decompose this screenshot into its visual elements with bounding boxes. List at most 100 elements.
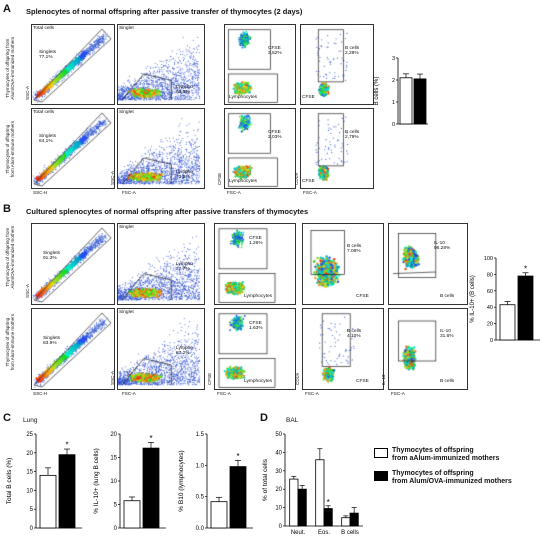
gate-cfse-axis: CFSE [302, 179, 315, 184]
flow-a-r2-singlets [31, 108, 115, 189]
gate-cfse-axis: CFSE [302, 95, 315, 100]
y-tick-label: 40 [487, 305, 493, 311]
axis-ssc-a: SSC-A [25, 283, 30, 298]
flow-density-canvas [303, 309, 383, 389]
flow-a-r1-bcells [300, 24, 374, 105]
legend-item-white: Thymocytes of offspring from aAlum-immuni… [374, 447, 512, 464]
axis-cfse: CFSE [207, 372, 212, 385]
bar [349, 512, 359, 527]
significance-star: * [236, 452, 239, 461]
gate-lympho: Lympho 87.2% [176, 346, 193, 357]
y-tick-label: 0 [114, 526, 118, 532]
bar [142, 447, 160, 529]
flow-b-r1-bcells [302, 223, 384, 305]
gate-lympho: Lympho 63,6% [176, 85, 193, 96]
chart-c-b10: 0.0 0.5 1.0 1.5 % B10 (lymphocytes) * [178, 432, 253, 532]
significance-star: * [65, 441, 68, 450]
legend: Thymocytes of offspring from aAlum-immuni… [374, 447, 512, 487]
chart-d-bal: 0 10 20 30 40 50 % of total cells Neut. * Eos. B c… [262, 432, 363, 536]
y-tick-label: 0.5 [196, 495, 205, 501]
significance-star: * [524, 264, 527, 273]
axis-il10: IL-10 [381, 374, 386, 385]
flow-density-canvas [32, 109, 114, 188]
bar [413, 78, 427, 125]
bar [289, 478, 299, 527]
gate-cfse: CFSE 3,52% [268, 46, 282, 57]
flow-density-canvas [389, 224, 467, 304]
gate-singlets: Singlets 84,1% [39, 134, 57, 145]
y-tick-label: 0 [279, 524, 283, 530]
axis-cd19: CD19 [295, 373, 300, 385]
flow-density-canvas [215, 309, 295, 389]
bar [229, 466, 247, 529]
flow-b-r1-il10 [388, 223, 468, 305]
gate-total-cells: Total cells [33, 110, 55, 115]
y-tick-label: 100 [484, 256, 493, 262]
y-tick-label: 0 [30, 526, 34, 532]
panel-a-letter: A [3, 3, 11, 15]
panel-d-letter: D [260, 412, 268, 424]
gate-lymphocytes: Lymphocytes [244, 294, 273, 299]
axis-fsc-a: FSC-A [305, 391, 319, 396]
bar [58, 454, 76, 529]
flow-density-canvas [32, 25, 114, 104]
y-tick-label: 10 [26, 488, 33, 494]
flow-density-canvas [32, 224, 114, 304]
y-tick-label: 60 [487, 289, 493, 295]
flow-density-canvas [301, 109, 373, 188]
chart-c-total-b-cells: 0 5 10 15 20 25 Total B cells (%) * [6, 432, 82, 532]
gate-lymphocytes: Lymphocytes [229, 179, 258, 184]
bar [323, 508, 333, 527]
y-tick-label: 80 [487, 272, 493, 278]
gate-cfse-axis: CFSE [356, 379, 369, 384]
chart-a-b-cells: 0 1 2 3 B cells (%) [374, 56, 428, 128]
y-tick-label: 5 [114, 503, 118, 509]
panel-d-subtitle: BAL [286, 417, 299, 424]
axis-fsc-a: FSC-A [122, 190, 136, 195]
bar [341, 517, 351, 527]
y-tick-label: 40 [275, 450, 282, 456]
panel-b-row1-label: Thymocytes of offspring from Alum/OVA-imm… [4, 225, 15, 289]
flow-a-r2-bcells [300, 108, 374, 189]
axis-ssc-a: SSC-A [110, 170, 115, 185]
y-tick-label: 30 [275, 469, 282, 475]
y-tick-label: 20 [487, 322, 493, 328]
panel-b-row2-label: Thymocytes of offspring from Alum-immune … [4, 314, 15, 371]
gate-b-cells: B cells 2,79% [345, 130, 360, 141]
y-axis-label: % IL-10+ (lung B cells) [93, 448, 100, 514]
flow-density-canvas [118, 309, 204, 389]
bar [210, 501, 228, 529]
legend-item-black: Thymocytes of offspring from Alum/OVA-imm… [374, 470, 512, 487]
y-tick-label: 0 [490, 338, 493, 344]
flow-density-canvas [32, 309, 114, 389]
flow-a-r1-cfse [224, 24, 296, 105]
gate-b-cells-axis: B cells [440, 379, 455, 384]
flow-density-canvas [118, 109, 204, 188]
y-tick-label: 15 [110, 456, 117, 462]
axis-fsc-a: FSC-A [217, 391, 231, 396]
panel-a-row2-label: Thymocytes of offspring from Alum-immune … [4, 121, 15, 178]
x-tick-label: B cells [341, 530, 359, 536]
flow-density-canvas [225, 109, 295, 188]
bar [517, 275, 534, 341]
gate-lympho: Lympho 73,2% [176, 170, 193, 181]
axis-ssc-a: SSC-A [110, 370, 115, 385]
panel-b-letter: B [3, 203, 11, 215]
flow-density-canvas [389, 309, 467, 389]
flow-b-r2-bcells [302, 308, 384, 390]
gate-singlet: Singlet [119, 225, 134, 230]
gate-singlet: Singlet [119, 310, 134, 315]
gate-cfse-axis: CFSE [356, 294, 369, 299]
axis-fsc-a: FSC-A [303, 190, 317, 195]
x-tick-label: Eos. [318, 530, 330, 536]
y-axis-label: Total B cells (%) [6, 458, 13, 505]
y-tick-label: 20 [26, 451, 33, 457]
flow-a-r1-singlets [31, 24, 115, 105]
gate-singlets: Singlets 91.3% [43, 251, 61, 262]
y-tick-label: 2 [392, 78, 395, 84]
y-tick-label: 15 [26, 470, 33, 476]
gate-b-cells-axis: B cells [440, 294, 455, 299]
panel-a-title: Splenocytes of normal offspring after pa… [26, 7, 303, 16]
x-tick-label: Neut. [291, 530, 306, 536]
y-axis-label: % of total cells [262, 458, 269, 501]
